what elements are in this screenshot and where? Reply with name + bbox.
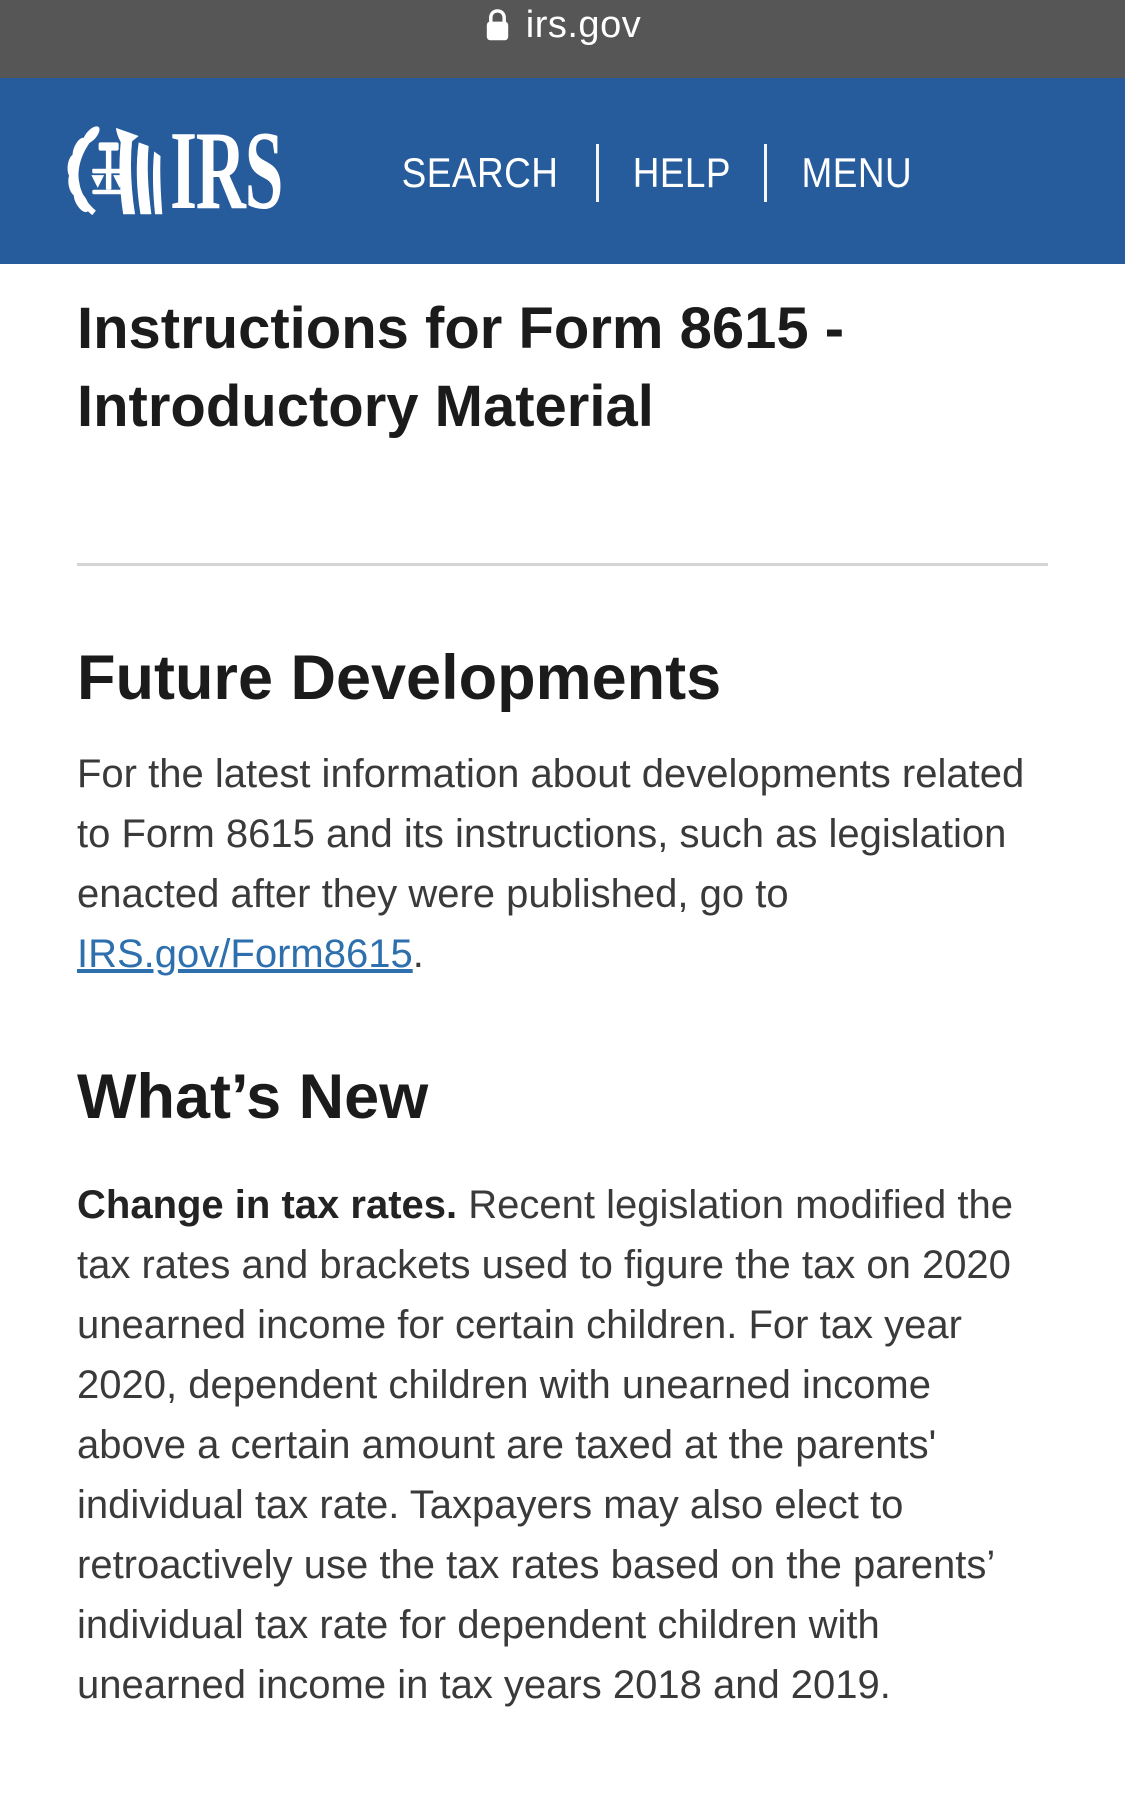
- nav-divider: [595, 144, 599, 202]
- irs-eagle-icon: [64, 125, 166, 217]
- irs-logo-link[interactable]: IRS: [64, 109, 351, 233]
- top-nav: SEARCH HELP MENU: [391, 144, 920, 202]
- nav-divider: [764, 144, 768, 202]
- paragraph-text-before-link: For the latest information about develop…: [77, 752, 1025, 916]
- page-title: Instructions for Form 8615 - Introductor…: [77, 296, 845, 439]
- paragraph-text-after-link: .: [412, 932, 424, 976]
- url-text: irs.gov: [525, 3, 642, 46]
- heading-whats-new: What’s New: [77, 1062, 429, 1132]
- future-developments-paragraph: For the latest information about develop…: [77, 744, 1048, 984]
- whats-new-paragraph: Change in tax rates. Recent legislation …: [77, 1175, 1048, 1715]
- irs-logo-text: IRS: [170, 109, 283, 233]
- nav-search[interactable]: SEARCH: [401, 149, 558, 196]
- change-in-tax-rates-lead: Change in tax rates.: [77, 1183, 458, 1227]
- nav-menu[interactable]: MENU: [801, 149, 913, 196]
- lock-icon: [484, 8, 511, 42]
- heading-future-developments: Future Developments: [77, 643, 722, 713]
- whats-new-paragraph-text: Recent legislation modified the tax rate…: [77, 1183, 1014, 1707]
- page-content: Instructions for Form 8615 - Introductor…: [0, 290, 1125, 1715]
- nav-help[interactable]: HELP: [632, 149, 731, 196]
- browser-address-bar[interactable]: irs.gov: [0, 0, 1125, 78]
- section-divider: [77, 563, 1048, 566]
- form8615-link[interactable]: IRS.gov/Form8615: [77, 932, 413, 976]
- site-header: IRS SEARCH HELP MENU: [0, 78, 1125, 264]
